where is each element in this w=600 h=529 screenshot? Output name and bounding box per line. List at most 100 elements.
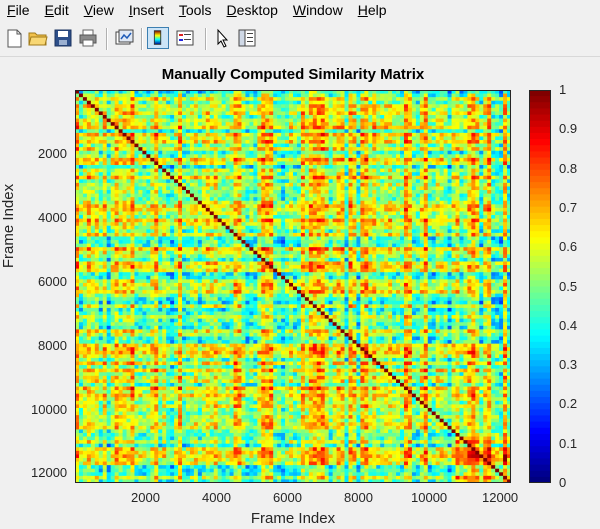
- heatmap-cell: [209, 186, 215, 191]
- colorbar-icon[interactable]: [147, 27, 169, 49]
- heatmap-cell: [479, 218, 484, 223]
- heatmap-axes[interactable]: [75, 90, 511, 483]
- heatmap-cell: [122, 193, 127, 198]
- heatmap-cell: [257, 229, 262, 234]
- heatmap-cell: [174, 211, 179, 216]
- heatmap-cell: [407, 168, 413, 173]
- menu-window[interactable]: Window: [292, 2, 343, 18]
- heatmap-cell: [487, 232, 492, 237]
- heatmap-cell: [162, 132, 167, 137]
- heatmap-cell: [146, 147, 151, 152]
- heatmap-cell: [293, 204, 298, 209]
- heatmap-cell: [134, 136, 139, 141]
- heatmap-cell: [328, 225, 334, 230]
- heatmap-cell: [281, 97, 286, 102]
- heatmap-cell: [114, 90, 119, 94]
- heatmap-cell: [344, 236, 349, 241]
- heatmap-cell: [455, 186, 460, 191]
- open-file-icon[interactable]: [27, 27, 49, 49]
- heatmap-cell: [170, 211, 175, 216]
- heatmap-cell: [415, 247, 421, 252]
- save-icon[interactable]: [52, 27, 74, 49]
- heatmap-cell: [447, 197, 452, 202]
- heatmap-cell: [447, 143, 452, 148]
- heatmap-cell: [249, 190, 254, 195]
- heatmap-cell: [300, 247, 306, 252]
- heatmap-cell: [285, 136, 290, 141]
- print-icon[interactable]: [77, 27, 99, 49]
- heatmap-cell: [162, 172, 167, 177]
- menu-view[interactable]: View: [83, 2, 114, 18]
- new-figure-icon[interactable]: [3, 27, 25, 49]
- heatmap-cell: [118, 247, 123, 252]
- heatmap-cell: [269, 157, 274, 162]
- heatmap-cell: [261, 136, 266, 141]
- heatmap-cell: [356, 243, 361, 248]
- heatmap-cell: [185, 200, 191, 205]
- heatmap-cell: [471, 129, 476, 134]
- menu-help[interactable]: Help: [357, 2, 387, 18]
- menu-file[interactable]: File: [7, 2, 30, 18]
- heatmap-cell: [467, 125, 472, 130]
- menu-tools[interactable]: Tools: [178, 2, 212, 18]
- heatmap-cell: [304, 211, 310, 216]
- heatmap-cell: [479, 197, 484, 202]
- heatmap-cell: [411, 204, 417, 209]
- heatmap-cell: [189, 165, 195, 169]
- heatmap-cell: [193, 125, 199, 130]
- property-editor-icon[interactable]: [236, 27, 258, 49]
- heatmap-cell: [300, 218, 306, 223]
- heatmap-cell: [495, 107, 500, 112]
- heatmap-cell: [324, 179, 330, 184]
- heatmap-cell: [75, 186, 80, 191]
- heatmap-cell: [78, 215, 84, 220]
- heatmap-cell: [289, 115, 294, 119]
- heatmap-cell: [479, 236, 484, 241]
- heatmap-cell: [324, 97, 330, 102]
- heatmap-cell: [98, 215, 104, 220]
- heatmap-cell: [356, 182, 361, 187]
- heatmap-cell: [471, 247, 476, 252]
- heatmap-cell: [344, 93, 349, 98]
- heatmap-cell: [281, 140, 286, 144]
- edit-plot-icon[interactable]: [211, 27, 233, 49]
- menu-insert[interactable]: Insert: [128, 2, 164, 18]
- heatmap-cell: [94, 165, 100, 169]
- heatmap-cell: [384, 147, 389, 152]
- heatmap-cell: [396, 175, 401, 180]
- heatmap-cell: [400, 240, 405, 245]
- heatmap-cell: [423, 211, 429, 216]
- heatmap-cell: [154, 122, 159, 127]
- heatmap-cell: [439, 150, 445, 155]
- heatmap-cell: [467, 204, 472, 209]
- heatmap-cell: [455, 218, 460, 223]
- menu-desktop[interactable]: Desktop: [226, 2, 278, 18]
- menu-edit[interactable]: Edit: [44, 2, 69, 18]
- link-plot-icon[interactable]: [113, 27, 135, 49]
- heatmap-cell: [150, 229, 155, 234]
- heatmap-cell: [277, 204, 282, 209]
- heatmap-cell: [241, 204, 246, 209]
- heatmap-cell: [90, 107, 96, 112]
- heatmap-cell: [384, 118, 389, 123]
- heatmap-cell: [209, 193, 215, 198]
- heatmap-cell: [146, 115, 151, 119]
- heatmap-cell: [281, 215, 286, 220]
- heatmap-cell: [447, 172, 452, 177]
- heatmap-cell: [491, 165, 496, 169]
- heatmap-cell: [201, 193, 207, 198]
- heatmap-cell: [289, 218, 294, 223]
- heatmap-cell: [293, 193, 298, 198]
- heatmap-cell: [296, 200, 302, 205]
- heatmap-cell: [443, 150, 448, 155]
- heatmap-cell: [324, 175, 330, 180]
- heatmap-cell: [352, 236, 357, 241]
- heatmap-cell: [328, 229, 334, 234]
- heatmap-cell: [348, 118, 353, 123]
- heatmap-cell: [459, 97, 464, 102]
- legend-icon[interactable]: [174, 27, 196, 49]
- heatmap-cell: [435, 122, 441, 127]
- heatmap-cell: [269, 140, 274, 144]
- heatmap-cell: [312, 125, 318, 130]
- heatmap-cell: [265, 132, 270, 137]
